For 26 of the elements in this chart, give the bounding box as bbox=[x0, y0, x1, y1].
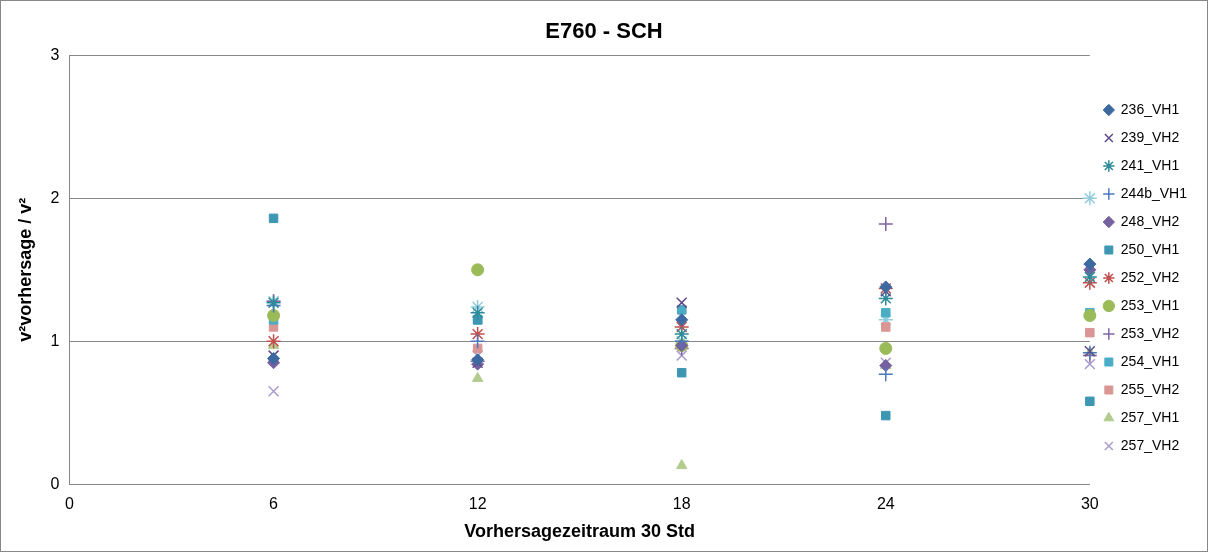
y-tick-label: 3 bbox=[50, 45, 60, 63]
legend-label: 244b_VH1 bbox=[1120, 184, 1188, 201]
legend-label: 248_VH2 bbox=[1120, 212, 1180, 229]
x-axis-title: Vorhersagezeitraum 30 Std bbox=[464, 521, 696, 542]
x-tick-label: 24 bbox=[876, 495, 895, 513]
legend-label: 257_VH2 bbox=[1120, 436, 1180, 453]
y-tick-label: 1 bbox=[50, 331, 60, 349]
y-tick-label: 0 bbox=[50, 474, 60, 492]
x-tick-label: 6 bbox=[269, 495, 279, 513]
legend-label: 250_VH1 bbox=[1120, 240, 1180, 257]
legend-label: 253_VH2 bbox=[1120, 324, 1180, 341]
legend-label: 255_VH2 bbox=[1120, 380, 1180, 397]
legend-label: 239_VH2 bbox=[1120, 128, 1180, 145]
x-tick-label: 18 bbox=[672, 495, 691, 513]
chart-title: E760 - SCH bbox=[545, 18, 663, 44]
x-tick-label: 12 bbox=[468, 495, 487, 513]
x-tick-label: 30 bbox=[1080, 495, 1099, 513]
legend-label: 241_VH1 bbox=[1120, 156, 1180, 173]
legend-label: 252_VH2 bbox=[1120, 268, 1180, 285]
legend-label: 236_VH1 bbox=[1120, 100, 1180, 117]
x-tick-label: 0 bbox=[65, 495, 75, 513]
legend-label: 253_VH1 bbox=[1120, 296, 1180, 313]
y-axis-title: v²vorhersage / v² bbox=[14, 197, 35, 342]
legend-label: 257_VH1 bbox=[1120, 408, 1180, 425]
y-tick-label: 2 bbox=[50, 188, 60, 206]
legend-label: 254_VH1 bbox=[1120, 352, 1180, 369]
